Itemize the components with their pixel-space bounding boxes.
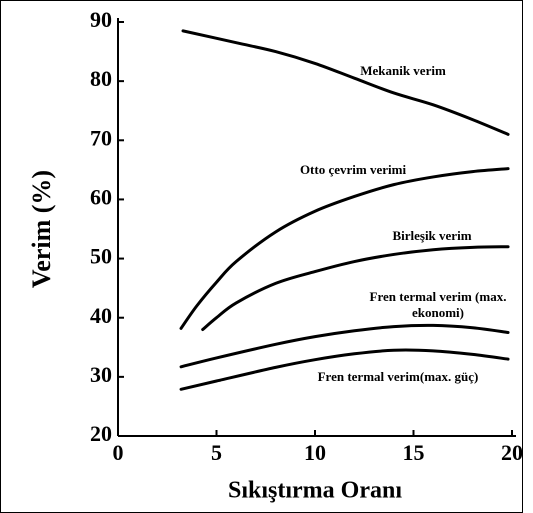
series-label: Mekanik verim: [360, 63, 446, 78]
y-tick-label: 40: [90, 303, 112, 328]
x-tick-label: 5: [211, 440, 222, 465]
y-tick-label: 70: [90, 125, 112, 150]
series-label: Birleşik verim: [392, 228, 472, 243]
x-tick-label: 20: [501, 440, 523, 465]
series-label: Fren termal verim (max. ekonomi): [369, 289, 507, 320]
series-label: Otto çevrim verimi: [299, 162, 407, 177]
series-line: [181, 29, 510, 136]
y-tick-label: 20: [90, 421, 112, 446]
series-line: [201, 245, 510, 332]
series-line: [179, 348, 510, 391]
y-axis-label: Verim (%): [27, 170, 56, 288]
y-tick-label: 30: [90, 362, 112, 387]
y-tick-label: 60: [90, 184, 112, 209]
x-tick-label: 15: [403, 440, 425, 465]
series-line: [179, 167, 510, 330]
y-tick-label: 80: [90, 66, 112, 91]
series-line: [179, 323, 510, 369]
x-tick-label: 0: [113, 440, 124, 465]
y-tick-label: 90: [90, 7, 112, 32]
y-tick-label: 50: [90, 244, 112, 269]
series-label: Fren termal verim(max. güç): [317, 369, 479, 384]
x-axis-label: Sıkıştırma Oranı: [228, 478, 402, 504]
x-tick-label: 10: [304, 440, 326, 465]
